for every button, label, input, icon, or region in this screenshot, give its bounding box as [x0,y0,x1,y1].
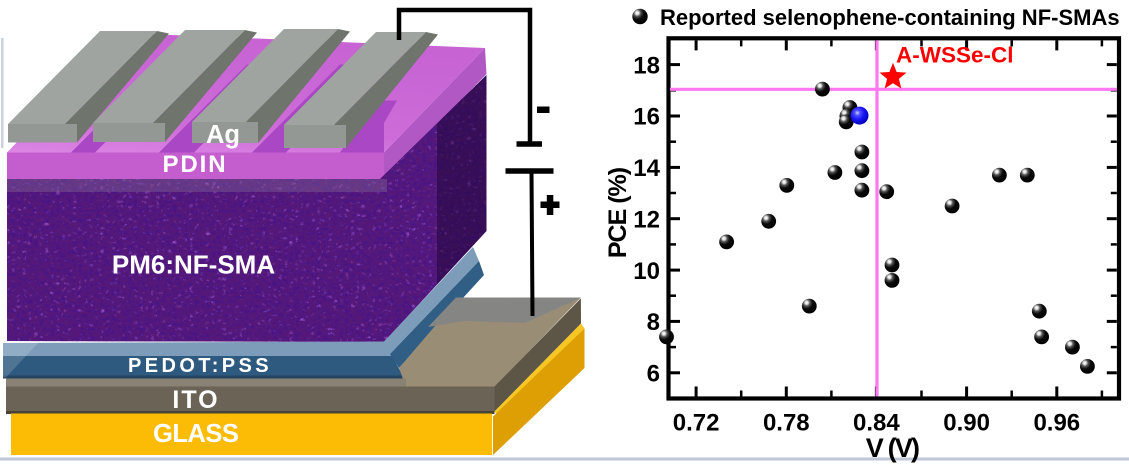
svg-text:PEDOT:PSS: PEDOT:PSS [128,355,272,377]
svg-text:PM6:NF-SMA: PM6:NF-SMA [112,250,275,280]
svg-text:0.90: 0.90 [943,410,990,437]
svg-text:Ag: Ag [206,121,240,149]
svg-text:0.96: 0.96 [1033,410,1080,437]
svg-text:GLASS: GLASS [153,420,239,448]
svg-text:ITO: ITO [172,386,219,414]
svg-text:6: 6 [647,361,660,388]
svg-text:18: 18 [633,52,660,79]
svg-text:8: 8 [647,309,660,336]
svg-text:V (V): V (V) [866,433,919,463]
svg-text:0.78: 0.78 [763,410,810,437]
svg-text:0.72: 0.72 [673,410,720,437]
svg-text:0.84: 0.84 [853,410,900,437]
svg-text:12: 12 [633,206,660,233]
svg-text:PDIN: PDIN [163,151,228,178]
svg-text:10: 10 [633,258,660,285]
svg-text:PCE (%): PCE (%) [604,167,632,258]
svg-text:Reported selenophene-containin: Reported selenophene-containing NF-SMAs [660,5,1120,30]
svg-text:16: 16 [633,104,660,131]
svg-text:A-WSSe-Cl: A-WSSe-Cl [896,43,1014,68]
svg-text:14: 14 [633,155,660,182]
